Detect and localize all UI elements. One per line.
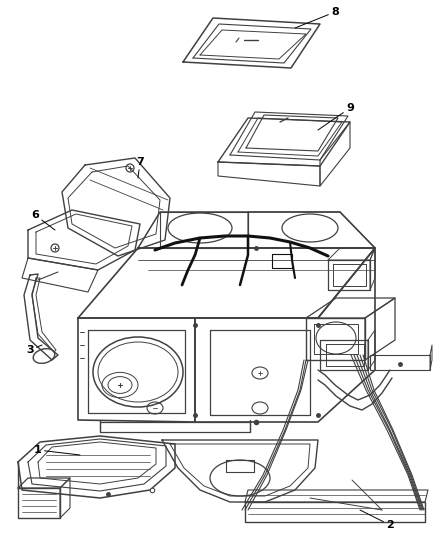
Text: 6: 6: [31, 210, 55, 230]
Text: 1: 1: [34, 445, 80, 455]
Text: 3: 3: [26, 345, 42, 355]
Text: 2: 2: [360, 510, 394, 530]
Text: 7: 7: [136, 157, 144, 178]
Text: 9: 9: [318, 103, 354, 130]
Text: 8: 8: [295, 7, 339, 28]
